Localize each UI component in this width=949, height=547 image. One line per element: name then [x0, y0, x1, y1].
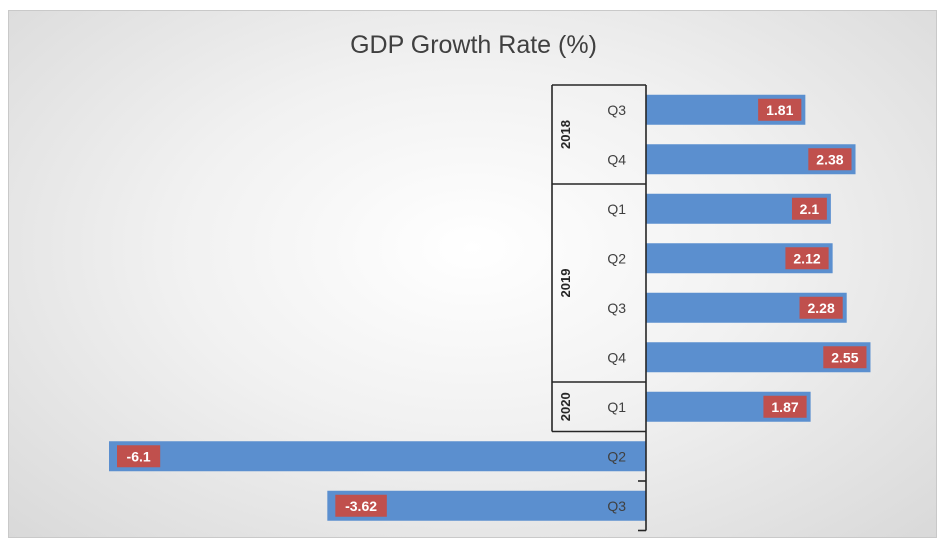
data-label: 2.38 — [816, 151, 843, 167]
data-label-box — [758, 98, 802, 121]
category-label-quarter: Q4 — [607, 151, 626, 167]
data-label-box — [823, 346, 867, 369]
chart-frame: GDP Growth Rate (%) 1.81 Q3 2.38 Q4 2.1 Q1 2.1… — [8, 10, 937, 538]
category-label-quarter: Q3 — [607, 102, 626, 118]
data-label-box — [763, 395, 807, 418]
bar-2020-q2 — [109, 441, 646, 472]
data-label-box — [117, 445, 161, 468]
category-label-quarter: Q2 — [607, 448, 626, 464]
data-label: 1.87 — [771, 399, 798, 415]
category-label-quarter: Q2 — [607, 250, 626, 266]
data-label-box — [799, 296, 843, 319]
data-label: 2.1 — [800, 201, 820, 217]
data-label-box — [335, 494, 387, 517]
category-label-quarter: Q1 — [607, 201, 626, 217]
year-group-label-2019: 2019 — [558, 269, 573, 298]
data-label: 2.28 — [807, 300, 834, 316]
data-label: 2.55 — [831, 349, 858, 365]
year-group-label-2018: 2018 — [558, 120, 573, 149]
data-label: 1.81 — [766, 102, 793, 118]
data-label-box — [785, 247, 829, 270]
data-label: -6.1 — [127, 448, 151, 464]
chart-plot: 1.81 Q3 2.38 Q4 2.1 Q1 2.12 Q2 2.28 Q3 2.55 Q4 1.87 Q… — [109, 84, 871, 532]
year-group-label-2020: 2020 — [558, 392, 573, 421]
data-label: -3.62 — [345, 498, 377, 514]
category-label-quarter: Q1 — [607, 399, 626, 415]
category-label-quarter: Q4 — [607, 349, 626, 365]
data-label: 2.12 — [793, 250, 820, 266]
data-label-box — [791, 197, 827, 220]
category-label-quarter: Q3 — [607, 498, 626, 514]
data-label-box — [808, 148, 852, 171]
category-label-quarter: Q3 — [607, 300, 626, 316]
chart-title: GDP Growth Rate (%) — [350, 31, 597, 59]
